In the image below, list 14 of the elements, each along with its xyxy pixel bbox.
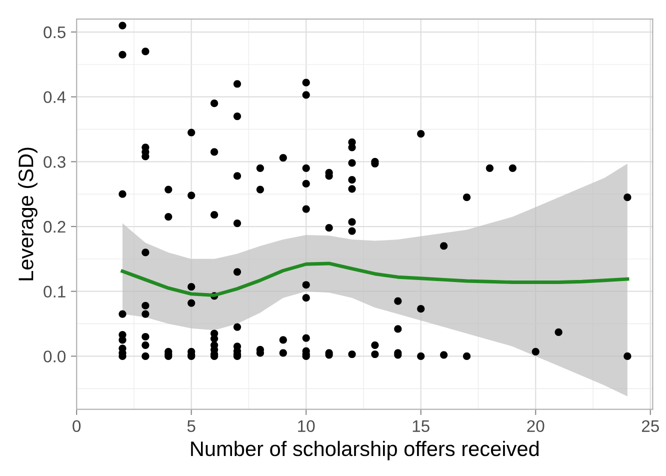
x-tick-label: 5: [187, 420, 196, 432]
x-tick-label: 0: [72, 420, 81, 432]
y-tick-label: 0.4: [44, 91, 66, 104]
y-tick-label: 0.2: [44, 220, 66, 233]
x-tick-label: 25: [642, 420, 659, 432]
x-tick-label: 15: [412, 420, 430, 432]
x-axis-title: Number of scholarship offers received: [191, 440, 539, 460]
y-tick-label: 0.5: [44, 26, 66, 38]
y-tick-label: 0.0: [44, 350, 66, 362]
x-tick-label: 10: [298, 420, 315, 432]
y-axis-title: Leverage (SD): [18, 148, 38, 280]
x-tick-label: 20: [527, 420, 544, 432]
y-tick-label: 0.3: [44, 156, 66, 168]
y-tick-label: 0.1: [44, 286, 66, 298]
